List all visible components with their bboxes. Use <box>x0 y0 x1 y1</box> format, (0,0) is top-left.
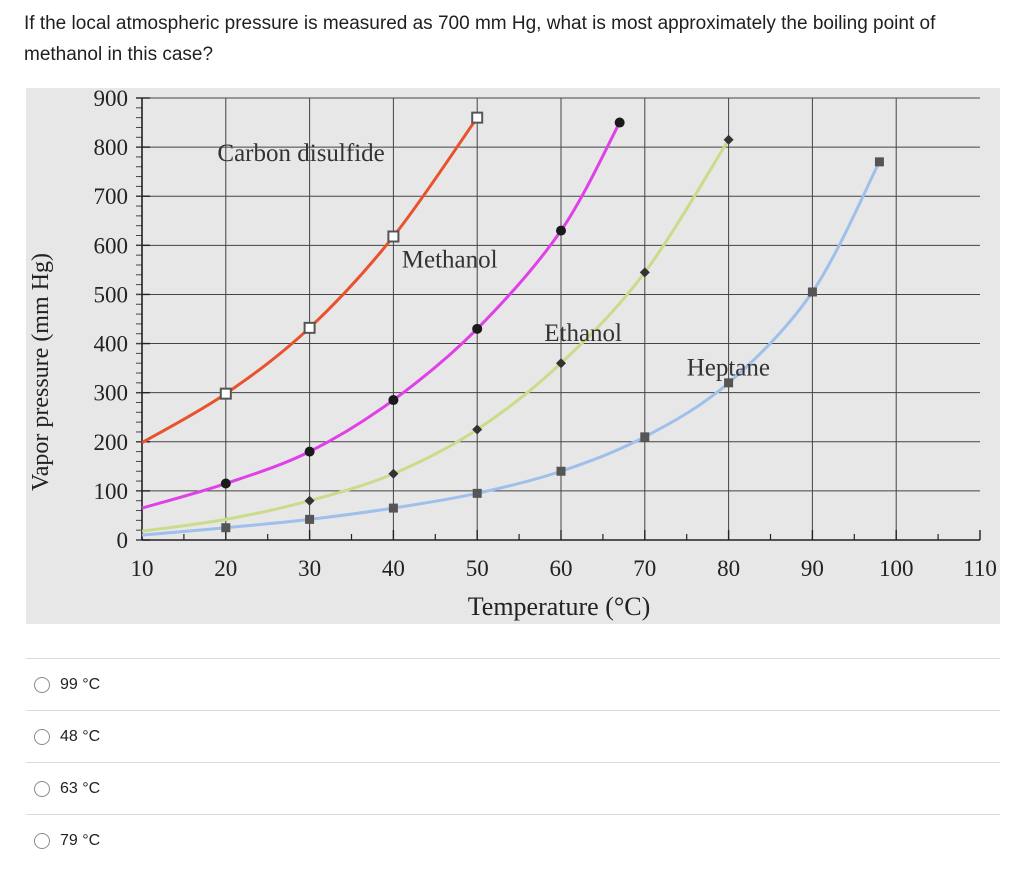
option-label: 48 °C <box>60 727 101 745</box>
x-tick-label: 70 <box>633 556 656 581</box>
x-tick-label: 80 <box>717 556 740 581</box>
data-point <box>388 395 399 406</box>
x-tick-label: 90 <box>801 556 824 581</box>
y-tick-label: 100 <box>94 479 129 504</box>
data-point <box>639 267 650 278</box>
data-point <box>305 514 315 524</box>
y-tick-label: 900 <box>94 88 129 111</box>
x-tick-label: 110 <box>963 556 997 581</box>
vapor-pressure-chart: 10 20 30 40 50 60 70 80 90 100 110 0 100 200 300 400 500… <box>26 88 1000 624</box>
x-tick-label: 20 <box>214 556 237 581</box>
y-axis-label: Vapor pressure (mm Hg) <box>28 253 54 491</box>
data-point <box>220 478 231 489</box>
data-point <box>388 468 399 479</box>
series-label: Carbon disulfide <box>217 140 384 167</box>
y-tick-label: 0 <box>117 528 129 553</box>
x-tick-label: 50 <box>466 556 489 581</box>
question-text: If the local atmospheric pressure is mea… <box>24 13 936 65</box>
data-point <box>388 503 398 513</box>
radio-button[interactable] <box>34 832 50 849</box>
data-point <box>724 378 734 388</box>
series-label: Heptane <box>687 354 770 381</box>
x-tick-label: 30 <box>298 556 321 581</box>
x-axis-label: Temperature (°C) <box>468 592 651 621</box>
data-point <box>219 387 232 400</box>
data-point <box>221 523 231 533</box>
answer-options: 99 °C 48 °C 63 °C 79 °C <box>26 658 1000 866</box>
data-point <box>303 321 316 334</box>
data-point <box>807 287 817 297</box>
chart-grid <box>136 97 981 541</box>
y-tick-label: 200 <box>94 430 129 455</box>
option-label: 79 °C <box>60 831 101 849</box>
y-tick-label: 600 <box>94 233 129 258</box>
chart-tick-labels: 10 20 30 40 50 60 70 80 90 100 110 0 100 200 300 400 500… <box>94 88 997 581</box>
option-99c[interactable]: 99 °C <box>26 658 1000 710</box>
series-label: Ethanol <box>544 320 622 347</box>
x-tick-label: 60 <box>550 556 573 581</box>
data-point <box>472 488 482 498</box>
radio-button[interactable] <box>34 728 50 745</box>
data-point <box>304 446 315 457</box>
option-label: 63 °C <box>60 779 101 797</box>
radio-button[interactable] <box>34 676 50 693</box>
x-tick-label: 100 <box>879 556 914 581</box>
option-label: 99 °C <box>60 675 101 693</box>
y-tick-label: 400 <box>94 332 129 357</box>
y-tick-label: 500 <box>94 282 129 307</box>
series-line <box>141 161 881 537</box>
chart-series-labels: Carbon disulfide Methanol Ethanol Heptane <box>217 140 770 382</box>
option-48c[interactable]: 48 °C <box>26 710 1000 762</box>
chart-background <box>26 88 1000 624</box>
y-tick-label: 700 <box>94 184 129 209</box>
data-point <box>874 157 884 167</box>
option-63c[interactable]: 63 °C <box>26 762 1000 814</box>
x-tick-label: 40 <box>382 556 405 581</box>
data-point <box>614 117 625 128</box>
data-point <box>556 466 566 476</box>
series-label: Methanol <box>402 246 498 273</box>
data-point <box>556 358 566 369</box>
y-tick-label: 800 <box>94 135 129 160</box>
radio-button[interactable] <box>34 780 50 797</box>
data-point <box>723 134 734 145</box>
data-point <box>556 225 566 236</box>
data-point <box>471 111 484 124</box>
data-point <box>387 230 400 243</box>
data-point <box>472 323 483 334</box>
data-point <box>304 495 315 506</box>
y-tick-label: 300 <box>94 381 129 406</box>
option-79c[interactable]: 79 °C <box>26 814 1000 866</box>
data-point <box>640 432 650 442</box>
x-tick-label: 10 <box>131 556 154 581</box>
data-point <box>472 424 483 435</box>
chart-series <box>141 111 884 537</box>
series-line <box>141 116 479 445</box>
